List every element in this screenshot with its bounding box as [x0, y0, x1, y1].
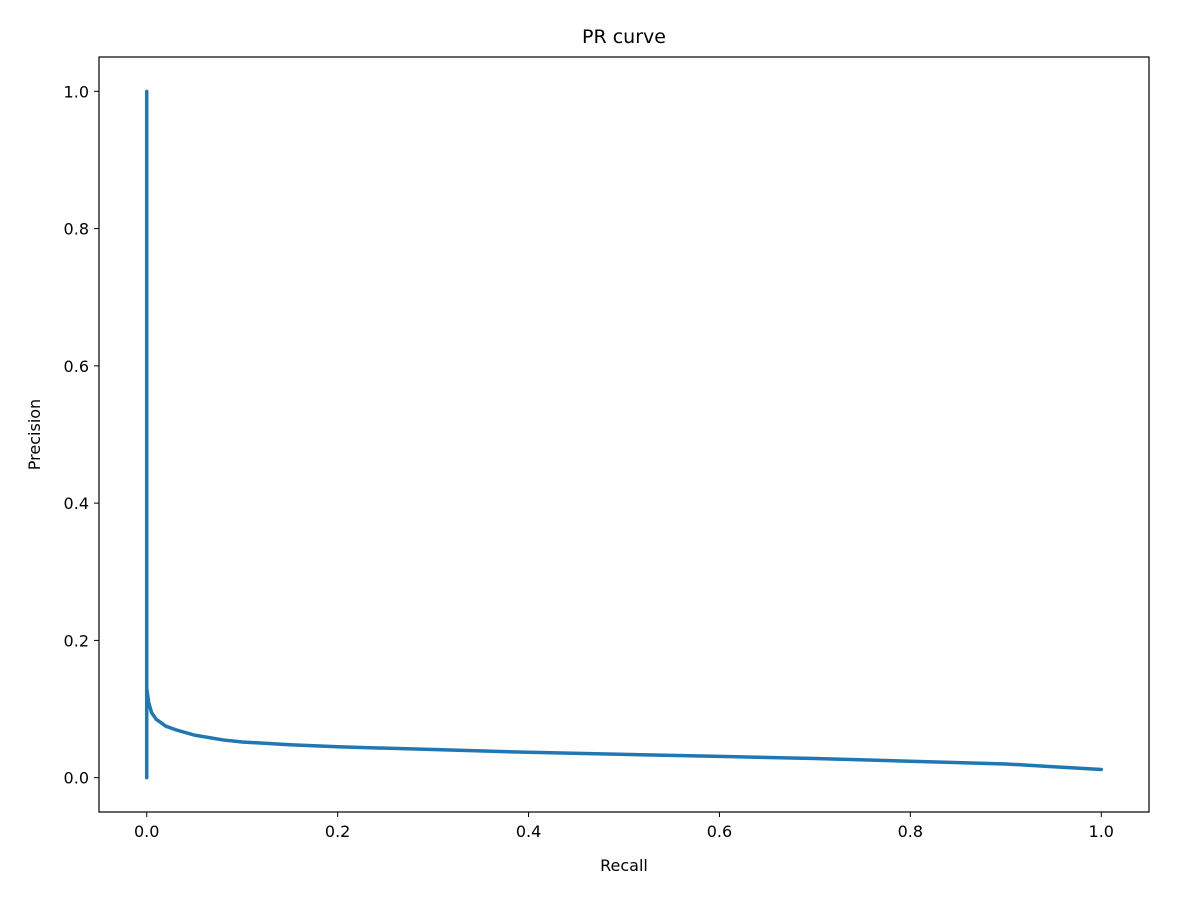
x-tick-label: 0.6: [707, 822, 732, 841]
x-tick-label: 1.0: [1089, 822, 1114, 841]
y-tick-label: 0.6: [64, 357, 89, 376]
x-axis-label: Recall: [600, 856, 648, 875]
axes-frame: [98, 56, 1150, 813]
plot-area: [144, 89, 1104, 780]
x-tick-label: 0.8: [898, 822, 923, 841]
y-tick-label: 0.4: [64, 494, 89, 513]
y-tick-label: 0.2: [64, 631, 89, 650]
pr-curve-line: [144, 89, 1104, 780]
y-axis-label: Precision: [25, 399, 44, 470]
y-tick-label: 0.8: [64, 220, 89, 239]
chart-title: PR curve: [582, 26, 666, 48]
x-tick-label: 0.0: [134, 822, 159, 841]
x-tick-label: 0.4: [516, 822, 541, 841]
axis-ticks: 0.0 0.2 0.4 0.6 0.8 1.0 0.0 0.2 0.4 0.6 0.8 1.0: [64, 82, 1114, 841]
x-tick-label: 0.2: [325, 822, 350, 841]
y-tick-label: 0.0: [64, 769, 89, 788]
y-tick-label: 1.0: [64, 82, 89, 101]
